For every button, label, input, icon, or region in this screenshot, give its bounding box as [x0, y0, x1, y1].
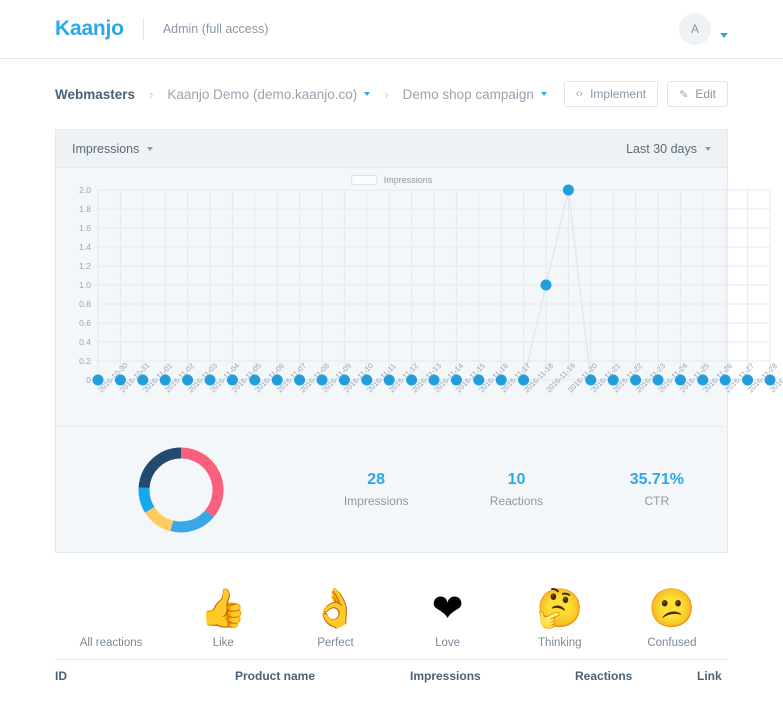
legend-swatch — [350, 175, 377, 185]
stat-ctr-value: 35.71% — [629, 471, 684, 488]
breadcrumb-item-site[interactable]: Kaanjo Demo (demo.kaanjo.co) — [167, 86, 371, 102]
svg-text:1.6: 1.6 — [79, 223, 91, 233]
metric-select-label: Impressions — [72, 141, 140, 156]
stat-impressions-value: 28 — [367, 471, 386, 488]
implement-button[interactable]: ‹› Implement — [563, 81, 659, 107]
date-range-label: Last 30 days — [626, 141, 697, 156]
reaction-filter-thumbs-up-icon[interactable]: 👍 Like — [167, 580, 279, 649]
reaction-filter-row: All reactions 👍 Like 👌 Perfect ❤ Love 🤔 Thinking… — [55, 553, 728, 649]
reaction-filter-heart-icon[interactable]: ❤ Love — [392, 580, 504, 649]
account-menu[interactable]: A — [679, 13, 728, 45]
avatar[interactable]: A — [679, 13, 711, 45]
pencil-square-icon: ✎ — [679, 88, 689, 101]
reaction-label: Confused — [647, 637, 697, 649]
app-logo[interactable]: Kaanjo — [55, 17, 124, 40]
reaction-label: Perfect — [317, 637, 354, 649]
reaction-filter-ok-hand-icon[interactable]: 👌 Perfect — [279, 580, 391, 649]
top-header-bar: Kaanjo Admin (full access) A — [0, 0, 783, 59]
stat-reactions: 10 Reactions — [446, 471, 586, 508]
reaction-filter-thinking-face-icon[interactable]: 🤔 Thinking — [504, 580, 616, 649]
donut-segment-love — [180, 447, 224, 517]
chart-legend: Impressions — [350, 175, 433, 185]
reaction-label: Love — [435, 637, 461, 649]
chevron-down-icon[interactable] — [705, 146, 711, 151]
edit-button-label: Edit — [695, 87, 716, 101]
edit-button[interactable]: ✎ Edit — [667, 81, 728, 107]
column-header-reactions[interactable]: Reactions — [575, 669, 633, 683]
stat-reactions-value: 10 — [507, 471, 526, 488]
metric-select[interactable]: Impressions — [72, 141, 154, 156]
svg-text:0.4: 0.4 — [79, 337, 91, 347]
svg-text:1.0: 1.0 — [79, 280, 91, 290]
reaction-label: All reactions — [79, 637, 143, 649]
stat-reactions-label: Reactions — [489, 494, 544, 508]
reaction-filter-confused-face-icon[interactable]: 😕 Confused — [616, 580, 728, 649]
column-header-impressions[interactable]: Impressions — [410, 669, 481, 683]
legend-label: Impressions — [383, 175, 433, 185]
panel-toolbar: Impressions Last 30 days — [56, 130, 727, 168]
chart-svg: 0 0.2 0.4 0.6 0.8 1.0 1.2 1.4 1.6 1.8 2.0 — [79, 184, 776, 386]
chevron-down-icon[interactable] — [364, 92, 371, 96]
reaction-filter-all-reactions[interactable]: All reactions — [55, 580, 167, 649]
donut-segment-perfect — [145, 506, 174, 531]
svg-text:0: 0 — [86, 375, 91, 385]
donut-segment-confused — [138, 447, 182, 488]
action-buttons: ‹› Implement ✎ Edit — [555, 81, 728, 107]
donut-segment-thinking — [138, 486, 155, 513]
implement-button-label: Implement — [590, 87, 647, 101]
breadcrumb-root[interactable]: Webmasters — [55, 86, 136, 102]
stat-ctr: 35.71% CTR — [587, 471, 727, 508]
products-table-header: ID Product name Impressions Reactions Li… — [55, 659, 728, 683]
admin-access-label: Admin (full access) — [162, 22, 269, 36]
heart-icon-icon: ❤ — [431, 588, 464, 630]
breadcrumb-separator-2: › — [384, 86, 389, 102]
breadcrumb: Webmasters › Kaanjo Demo (demo.kaanjo.co… — [0, 59, 783, 129]
reaction-label: Thinking — [538, 637, 582, 649]
stat-impressions-label: Impressions — [343, 494, 409, 508]
date-range-select[interactable]: Last 30 days — [626, 142, 711, 156]
donut-svg — [138, 447, 224, 532]
thinking-face-icon-icon: 🤔 — [536, 588, 584, 630]
svg-text:0.2: 0.2 — [79, 356, 91, 366]
svg-text:0.6: 0.6 — [79, 318, 91, 328]
donut-segment-like — [170, 509, 214, 532]
ok-hand-icon-icon: 👌 — [311, 588, 360, 630]
stat-ctr-label: CTR — [644, 494, 670, 508]
reaction-donut-chart[interactable] — [56, 442, 306, 538]
breadcrumb-campaign-label: Demo shop campaign — [402, 86, 534, 102]
reaction-label: Like — [212, 637, 234, 649]
svg-text:0.8: 0.8 — [79, 299, 91, 309]
thumbs-up-icon-icon: 👍 — [199, 588, 247, 630]
svg-text:1.2: 1.2 — [79, 261, 91, 271]
confused-face-icon-icon: 😕 — [648, 588, 696, 630]
svg-text:2.0: 2.0 — [79, 185, 91, 195]
svg-text:1.8: 1.8 — [79, 204, 91, 214]
chevron-down-icon[interactable] — [540, 92, 547, 96]
column-header-link[interactable]: Link — [697, 669, 722, 683]
impressions-chart[interactable]: Impressions 0 0.2 0.4 0.6 0.8 1.0 1.2 1.4 1.6 1.8… — [56, 168, 783, 426]
breadcrumb-item-campaign[interactable]: Demo shop campaign — [403, 87, 547, 102]
code-icon: ‹› — [575, 88, 584, 100]
chevron-down-icon[interactable] — [147, 146, 154, 151]
header-divider — [142, 18, 144, 40]
column-header-id[interactable]: ID — [55, 669, 67, 683]
stat-impressions: 28 Impressions — [306, 471, 446, 508]
analytics-panel: Impressions Last 30 days Impressions 0 0.… — [55, 129, 783, 553]
chevron-down-icon[interactable] — [720, 32, 728, 38]
breadcrumb-site-label: Kaanjo Demo (demo.kaanjo.co) — [167, 86, 358, 102]
breadcrumb-separator: › — [149, 86, 154, 102]
svg-text:1.4: 1.4 — [79, 242, 91, 252]
column-header-product-name[interactable]: Product name — [235, 669, 316, 683]
summary-stats: 28 Impressions 10 Reactions 35.71% CTR — [56, 426, 727, 552]
